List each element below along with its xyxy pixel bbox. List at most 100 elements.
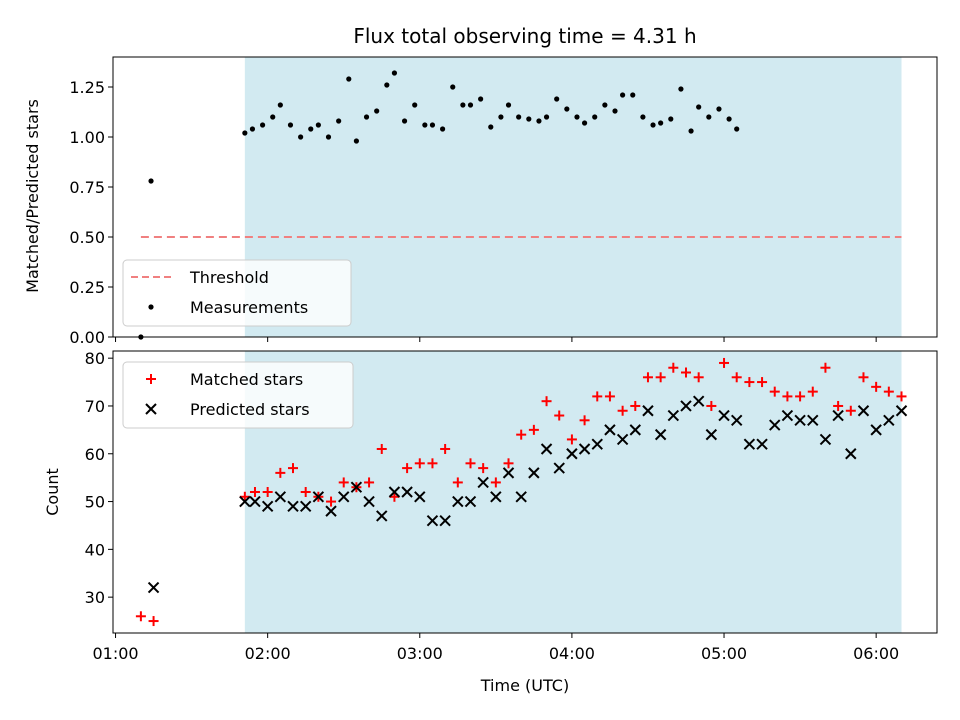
predicted-star-point [692, 395, 705, 407]
matched-star-point [376, 443, 387, 454]
measurement-point [564, 106, 570, 112]
count-panel: 30 40 50 60 70 80 01:00 02:00 03:00 04:00 05:00 06… [43, 349, 938, 695]
predicted-star-point [439, 514, 451, 527]
predicted-star-point [832, 409, 844, 422]
predicted-star-point [730, 414, 743, 427]
measurement-point [315, 122, 321, 128]
predicted-star-point [756, 438, 768, 450]
measurement-point [505, 102, 512, 108]
predicted-star-point [147, 581, 160, 594]
predicted-star-point [857, 405, 870, 417]
matched-star-point [288, 463, 299, 474]
count-x-ticks: 01:00 02:00 03:00 04:00 05:00 06:00 [92, 633, 899, 663]
matched-star-point [630, 400, 641, 411]
x-tick-label: 02:00 [245, 644, 291, 663]
measurement-point [325, 134, 332, 140]
x-tick-label: 06:00 [853, 644, 899, 663]
measurement-point [734, 126, 740, 132]
chart-title: Flux total observing time = 4.31 h [353, 24, 696, 48]
predicted-star-point [388, 486, 401, 498]
x-axis-label: Time (UTC) [480, 676, 569, 695]
measurement-point [650, 122, 656, 128]
observing-span-shade-bottom [244, 351, 902, 633]
predicted-star-point [718, 409, 730, 422]
matched-star-point [135, 611, 146, 622]
ratio-legend: Threshold Measurements [122, 259, 352, 327]
matched-star-point [845, 405, 856, 416]
matched-star-point [262, 487, 273, 497]
ratio-panel: 0.00 0.25 0.50 0.75 1.00 1.25 Matched/Predict… [23, 56, 938, 347]
measurement-point [298, 134, 304, 140]
predicted-star-point [350, 481, 363, 493]
matched-star-point [554, 410, 565, 421]
matched-star-point [642, 372, 653, 383]
measurement-point [658, 120, 664, 126]
count-legend: Matched stars Predicted stars [122, 361, 354, 429]
y-tick-label: 1.00 [69, 128, 105, 147]
y-tick-label: 1.25 [69, 78, 105, 97]
measurement-point [287, 122, 294, 128]
matched-legend-marker [146, 374, 156, 384]
matched-star-point [592, 391, 603, 402]
predicted-star-point [629, 424, 641, 436]
matched-star-point [465, 458, 476, 469]
predicted-star-point [642, 405, 654, 417]
predicted-star-point [414, 491, 426, 503]
measurement-point [526, 116, 532, 122]
predicted-star-point [376, 510, 388, 522]
observing-span-shade-top [244, 57, 902, 337]
predicted-star-point [338, 491, 350, 503]
matched-star-point [668, 362, 679, 373]
measurement-point [488, 124, 494, 130]
predicted-star-point [553, 462, 565, 474]
predicted-star-point [895, 405, 908, 417]
predicted-star-point [261, 500, 274, 513]
matched-star-point [731, 372, 742, 383]
measurement-point [726, 116, 732, 122]
predicted-star-point [452, 495, 464, 508]
predicted-star-point [667, 409, 680, 422]
measurement-point [602, 102, 608, 108]
measurement-point [620, 92, 626, 98]
predicted-star-point [249, 495, 261, 508]
predicted-star-point [781, 409, 794, 422]
matched-star-point [858, 372, 869, 383]
measurement-point [581, 120, 588, 126]
ratio-y-ticks: 0.00 0.25 0.50 0.75 1.00 1.25 [69, 78, 113, 347]
measurement-point [336, 118, 342, 124]
measurement-point [450, 84, 456, 90]
y-tick-label: 80 [85, 349, 105, 368]
predicted-star-point [807, 414, 819, 427]
measurement-point [612, 108, 618, 114]
measurement-point [391, 70, 398, 76]
measurement-point [668, 116, 674, 122]
matched-star-point [503, 458, 514, 469]
y-tick-label: 30 [85, 588, 105, 607]
x-tick-label: 01:00 [92, 644, 138, 663]
predicted-star-point [654, 428, 667, 441]
matched-star-point [693, 372, 704, 383]
predicted-star-point [239, 495, 251, 508]
predicted-star-point [769, 419, 781, 431]
matched-star-point [478, 463, 489, 474]
measurement-point [467, 102, 474, 108]
measurement-point [543, 114, 550, 120]
y-tick-label: 0.25 [69, 278, 105, 297]
y-tick-label: 0.50 [69, 228, 105, 247]
matched-star-point [275, 467, 286, 478]
predicted-star-point [591, 438, 603, 450]
measurement-point [422, 122, 428, 128]
matched-star-point [744, 377, 755, 388]
matched-star-point [338, 477, 349, 488]
matched-star-point [871, 381, 882, 392]
measurements-series [138, 70, 740, 340]
measurement-point [429, 122, 436, 128]
predicted-star-point [743, 438, 756, 450]
predicted-star-point [490, 491, 502, 503]
matched-star-point [896, 391, 907, 402]
measurement-point [270, 114, 276, 120]
matched-star-point [528, 424, 539, 435]
measurement-point [148, 178, 154, 184]
matched-star-point [579, 415, 590, 426]
